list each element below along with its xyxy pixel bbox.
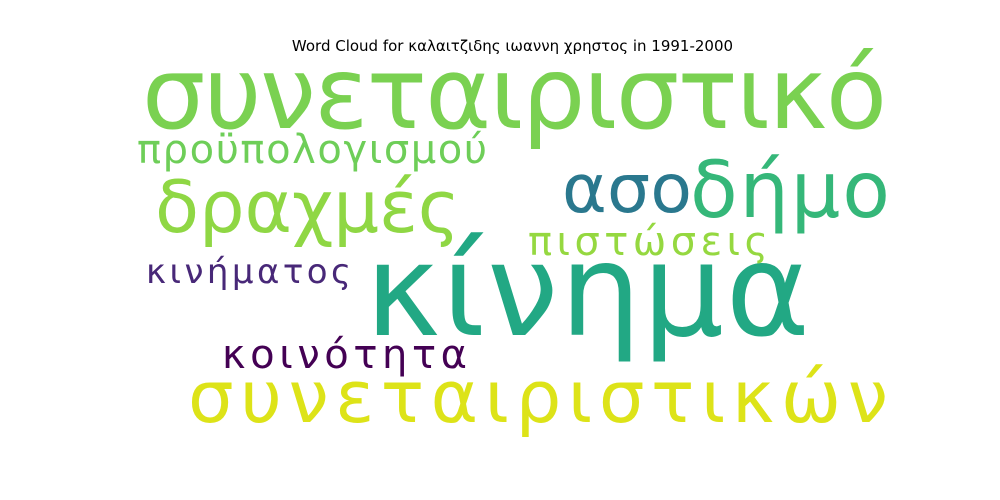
word-2: κίνημα	[365, 217, 810, 366]
word-8: πιστώσεις	[528, 219, 768, 265]
chart-title: Word Cloud for καλαιτζιδης ιωαννη χρηστο…	[291, 37, 734, 55]
word-6: ασο	[562, 150, 692, 229]
word-9: κοινότητα	[222, 332, 467, 378]
word-10: κινήματος	[146, 252, 351, 292]
word-4: δραχμές	[155, 165, 460, 249]
word-7: προϋπολογισμού	[137, 127, 487, 173]
word-1: συνεταιριστικό	[142, 35, 887, 152]
word-3: συνεταιριστικών	[188, 355, 888, 439]
word-5: δήμο	[690, 146, 890, 236]
